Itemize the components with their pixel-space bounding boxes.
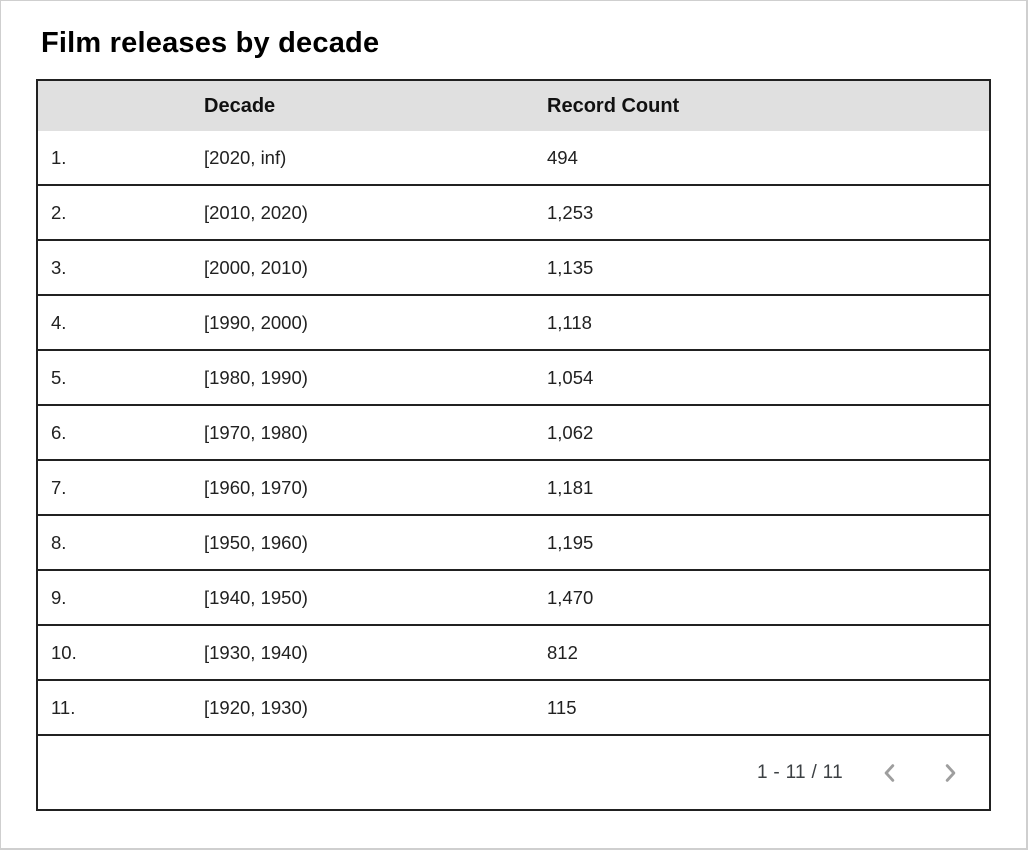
record-count-cell: 1,195	[534, 515, 989, 570]
row-number-cell: 2.	[38, 185, 191, 240]
record-count-cell: 1,470	[534, 570, 989, 625]
decade-cell: [1950, 1960)	[191, 515, 534, 570]
table-row: 4. [1990, 2000) 1,118	[38, 295, 989, 350]
table-row: 8. [1950, 1960) 1,195	[38, 515, 989, 570]
decade-cell: [1970, 1980)	[191, 405, 534, 460]
row-number-cell: 10.	[38, 625, 191, 680]
table-row: 3. [2000, 2010) 1,135	[38, 240, 989, 295]
record-count-cell: 1,181	[534, 460, 989, 515]
pagination-bar: 1 - 11 / 11	[38, 736, 989, 809]
table-row: 11. [1920, 1930) 115	[38, 680, 989, 735]
decade-cell: [1920, 1930)	[191, 680, 534, 735]
row-number-cell: 11.	[38, 680, 191, 735]
row-number-cell: 9.	[38, 570, 191, 625]
decade-cell: [1980, 1990)	[191, 350, 534, 405]
record-count-cell: 115	[534, 680, 989, 735]
decade-cell: [1930, 1940)	[191, 625, 534, 680]
row-number-cell: 7.	[38, 460, 191, 515]
row-number-cell: 4.	[38, 295, 191, 350]
record-count-cell: 1,118	[534, 295, 989, 350]
row-number-cell: 8.	[38, 515, 191, 570]
record-count-cell: 494	[534, 131, 989, 185]
table-row: 1. [2020, inf) 494	[38, 131, 989, 185]
table-row: 2. [2010, 2020) 1,253	[38, 185, 989, 240]
row-number-cell: 1.	[38, 131, 191, 185]
table-row: 9. [1940, 1950) 1,470	[38, 570, 989, 625]
table-row: 10. [1930, 1940) 812	[38, 625, 989, 680]
record-count-cell: 1,253	[534, 185, 989, 240]
record-count-cell: 812	[534, 625, 989, 680]
header-cell-record-count[interactable]: Record Count	[534, 81, 989, 131]
data-table: Decade Record Count 1. [2020, inf) 494 2…	[38, 81, 989, 736]
record-count-cell: 1,135	[534, 240, 989, 295]
record-count-cell: 1,062	[534, 405, 989, 460]
pagination-range-label: 1 - 11 / 11	[756, 761, 843, 783]
table-row: 7. [1960, 1970) 1,181	[38, 460, 989, 515]
decade-cell: [2000, 2010)	[191, 240, 534, 295]
decade-cell: [2010, 2020)	[191, 185, 534, 240]
header-cell-decade[interactable]: Decade	[191, 81, 534, 131]
table-row: 5. [1980, 1990) 1,054	[38, 350, 989, 405]
table-row: 6. [1970, 1980) 1,062	[38, 405, 989, 460]
chevron-left-icon[interactable]	[877, 760, 903, 786]
row-number-cell: 6.	[38, 405, 191, 460]
decade-cell: [1960, 1970)	[191, 460, 534, 515]
decade-cell: [2020, inf)	[191, 131, 534, 185]
decade-cell: [1940, 1950)	[191, 570, 534, 625]
chevron-right-icon[interactable]	[937, 760, 963, 786]
row-number-cell: 5.	[38, 350, 191, 405]
record-count-cell: 1,054	[534, 350, 989, 405]
chart-title: Film releases by decade	[41, 27, 380, 59]
table-header-row: Decade Record Count	[38, 81, 989, 131]
table-chart: Decade Record Count 1. [2020, inf) 494 2…	[36, 79, 991, 811]
decade-cell: [1990, 2000)	[191, 295, 534, 350]
header-cell-row-number	[38, 81, 191, 131]
row-number-cell: 3.	[38, 240, 191, 295]
